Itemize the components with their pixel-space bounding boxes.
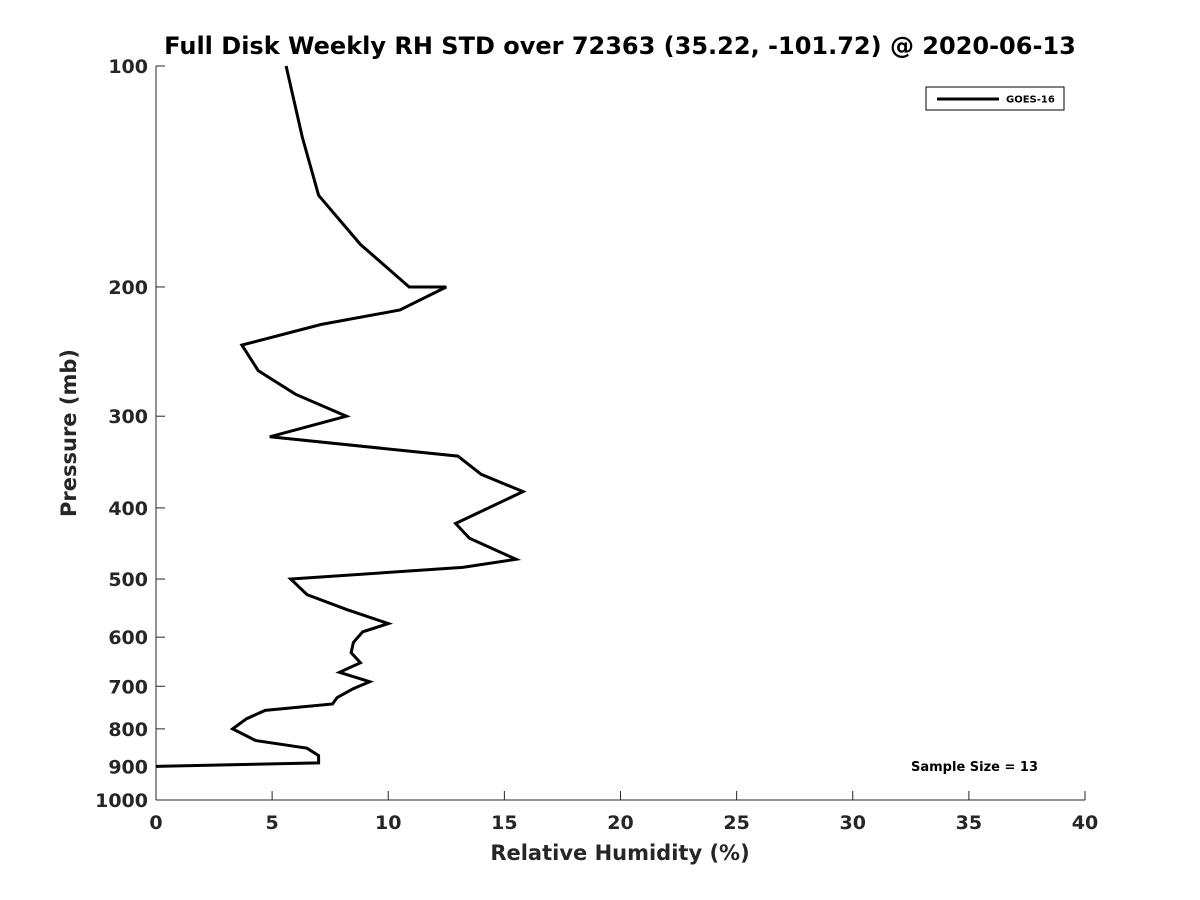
y-tick-label-700: 700 xyxy=(108,676,148,698)
x-tick-label-10: 10 xyxy=(375,812,401,834)
y-tick-label-500: 500 xyxy=(108,569,148,591)
x-tick-label-0: 0 xyxy=(149,812,162,834)
x-tick-label-5: 5 xyxy=(266,812,279,834)
x-tick-label-20: 20 xyxy=(607,812,633,834)
y-tick-label-900: 900 xyxy=(108,756,148,778)
x-axis-label: Relative Humidity (%) xyxy=(490,841,749,865)
y-tick-label-600: 600 xyxy=(108,627,148,649)
series-line-goes-16 xyxy=(155,65,527,768)
y-tick-label-400: 400 xyxy=(108,498,148,520)
plot-area: 0 5 10 15 20 25 30 35 40 100 200 300 400 500 600 700 800… xyxy=(95,56,1098,834)
x-tick-label-30: 30 xyxy=(840,812,866,834)
y-axis-label: Pressure (mb) xyxy=(57,349,81,517)
x-tick-label-15: 15 xyxy=(491,812,517,834)
y-tick-label-300: 300 xyxy=(108,406,148,428)
x-tick-label-25: 25 xyxy=(723,812,749,834)
legend-label-goes-16: GOES-16 xyxy=(1006,95,1055,106)
x-tick-label-35: 35 xyxy=(956,812,982,834)
chart-title: Full Disk Weekly RH STD over 72363 (35.2… xyxy=(164,32,1076,60)
y-tick-label-200: 200 xyxy=(108,277,148,299)
sample-size-annotation: Sample Size = 13 xyxy=(911,760,1038,775)
y-tick-label-100: 100 xyxy=(108,56,148,78)
legend: GOES-16 xyxy=(925,86,1065,111)
y-tick-label-800: 800 xyxy=(108,719,148,741)
y-tick-label-1000: 1000 xyxy=(95,790,148,812)
x-tick-label-40: 40 xyxy=(1072,812,1098,834)
